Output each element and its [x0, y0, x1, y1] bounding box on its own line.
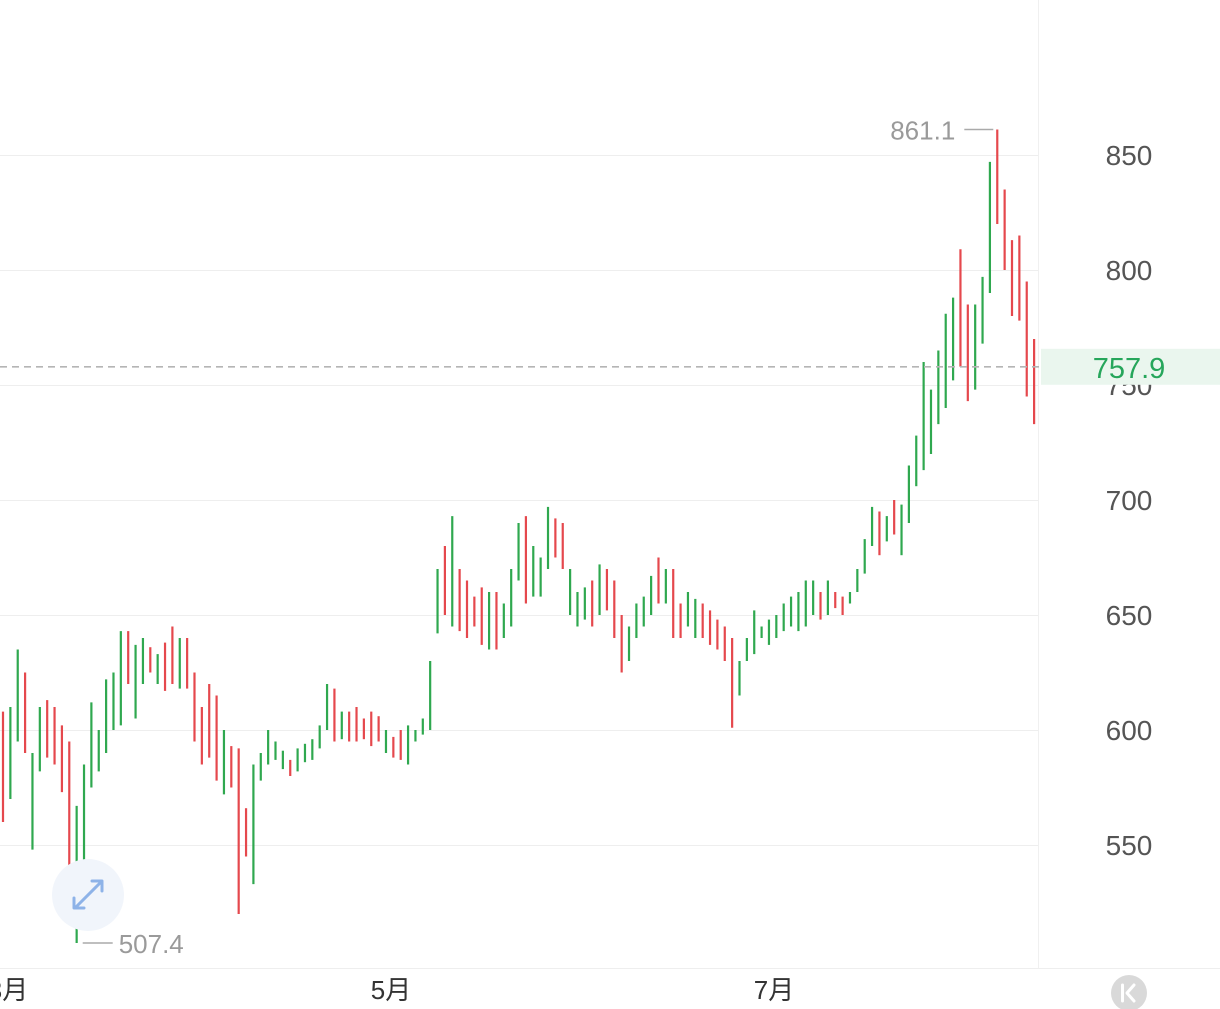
y-tick-label: 600 [1106, 715, 1153, 746]
last-price-badge [1041, 348, 1220, 385]
y-tick-label: 550 [1106, 830, 1153, 861]
y-tick-label: 650 [1106, 600, 1153, 631]
y-tick-label: 700 [1106, 485, 1153, 516]
max-price-label: 861.1 [890, 116, 955, 146]
y-tick-label: 800 [1106, 255, 1153, 286]
extreme-labels: 861.1 507.4 [82, 116, 994, 959]
double-chevron-left-icon[interactable] [1111, 975, 1147, 1009]
y-tick-label: 850 [1106, 140, 1153, 171]
min-price-label: 507.4 [119, 929, 184, 959]
y-axis-panel [1038, 0, 1220, 968]
grid-layer [0, 155, 1220, 846]
bars-layer [1, 129, 1050, 943]
x-tick-labels: 3月 5月 7月 [0, 975, 794, 1005]
last-price-label: 757.9 [1093, 353, 1166, 385]
last-price-marker: 757.9 [0, 348, 1220, 385]
x-tick-label: 3月 [0, 975, 28, 1005]
x-tick-label: 7月 [754, 975, 794, 1005]
x-tick-label: 5月 [371, 975, 411, 1005]
expand-arrows-icon[interactable] [52, 859, 124, 931]
